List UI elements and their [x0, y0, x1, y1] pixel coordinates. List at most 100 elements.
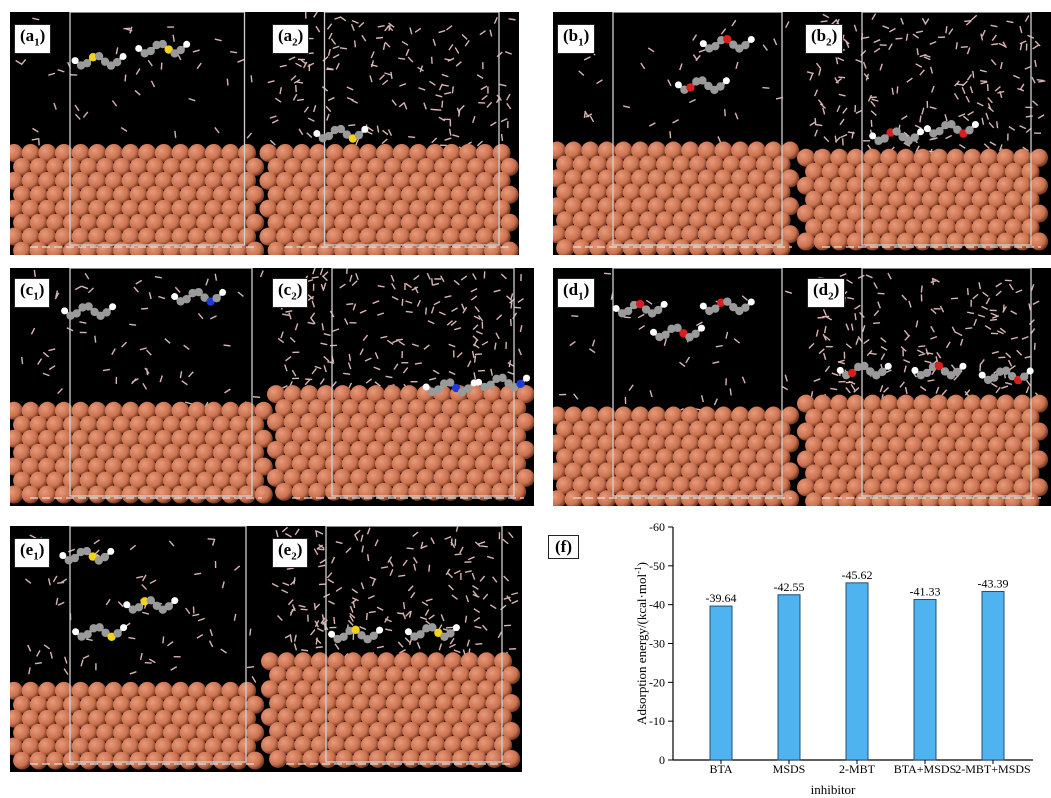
water-molecule: [339, 47, 348, 50]
water-molecule: [48, 365, 56, 371]
water-molecule: [335, 586, 343, 592]
copper-atom: [689, 420, 708, 439]
water-molecule: [57, 601, 65, 606]
water-molecule: [700, 395, 704, 403]
copper-atom: [805, 464, 824, 483]
water-molecule: [450, 541, 456, 549]
copper-atom: [441, 426, 460, 445]
bar-2-mbt: [845, 582, 869, 761]
copper-atom: [821, 436, 840, 455]
inhibitor-molecule: [475, 373, 531, 392]
copper-atom: [863, 148, 882, 167]
copper-atom: [606, 420, 625, 439]
water-molecule: [438, 29, 446, 34]
copper-atom: [316, 385, 335, 404]
water-molecule: [405, 48, 410, 56]
water-molecule: [899, 381, 905, 388]
simulation-box: [69, 12, 246, 246]
water-molecule: [320, 342, 328, 346]
copper-atom: [394, 652, 413, 671]
water-molecule: [451, 86, 454, 94]
water-molecule: [301, 649, 309, 652]
inhibitor-molecule: [135, 39, 191, 58]
bar-value-label: -39.64: [706, 591, 737, 605]
water-molecule: [282, 582, 290, 586]
copper-atom: [1013, 176, 1032, 195]
water-molecule: [310, 317, 316, 325]
water-molecule: [999, 90, 1003, 99]
copper-atom: [597, 141, 616, 160]
water-molecule: [364, 357, 372, 362]
water-molecule: [298, 128, 304, 136]
copper-atom: [326, 227, 345, 246]
water-molecule: [405, 300, 413, 304]
copper-atom: [622, 476, 641, 495]
water-molecule: [211, 538, 216, 546]
water-molecule: [640, 62, 646, 70]
copper-atom: [435, 722, 454, 741]
copper-atom: [408, 426, 427, 445]
copper-atom: [104, 429, 123, 448]
water-molecule: [269, 139, 276, 146]
copper-atom: [392, 227, 411, 246]
water-molecule: [958, 113, 966, 118]
water-molecule: [351, 588, 359, 594]
copper-atom: [444, 708, 463, 727]
water-molecule: [74, 104, 80, 112]
water-molecule: [52, 575, 58, 583]
copper-atom: [334, 157, 353, 176]
water-molecule: [141, 307, 149, 310]
water-molecule: [48, 72, 56, 76]
copper-atom: [277, 736, 296, 754]
copper-atom: [427, 708, 446, 727]
water-molecule: [1010, 310, 1018, 315]
copper-atom: [342, 171, 361, 190]
copper-atom: [221, 709, 240, 728]
copper-atom: [238, 737, 257, 756]
water-molecule: [159, 375, 163, 383]
water-molecule: [517, 297, 524, 303]
water-molecule: [430, 306, 435, 314]
copper-atom: [121, 199, 140, 218]
copper-atom: [129, 415, 148, 434]
copper-atom: [358, 426, 377, 445]
water-molecule: [916, 48, 919, 56]
water-molecule: [401, 40, 409, 46]
copper-atom: [656, 183, 674, 202]
water-molecule: [374, 352, 379, 360]
water-molecule: [445, 626, 454, 629]
copper-atom: [846, 422, 865, 441]
copper-atom: [647, 462, 666, 481]
water-molecule: [164, 338, 171, 344]
water-molecule: [877, 292, 885, 295]
copper-atom: [121, 737, 140, 756]
copper-atom: [639, 448, 658, 467]
water-molecule: [489, 29, 493, 37]
copper-atom: [672, 476, 691, 495]
water-molecule: [423, 102, 427, 110]
water-molecule: [214, 38, 222, 42]
copper-atom: [21, 227, 40, 246]
copper-atom: [913, 204, 932, 223]
copper-atom: [325, 426, 344, 445]
copper-atom: [946, 450, 965, 469]
water-molecule: [369, 75, 373, 83]
copper-atom: [196, 185, 215, 204]
water-molecule: [385, 375, 393, 379]
water-molecule: [282, 313, 290, 317]
water-molecule: [951, 326, 957, 334]
water-molecule: [345, 547, 352, 554]
copper-atom: [384, 185, 403, 204]
water-molecule: [55, 290, 59, 298]
copper-atom: [238, 199, 257, 218]
water-molecule: [315, 25, 321, 33]
water-molecule: [381, 79, 389, 86]
water-molecule: [323, 282, 327, 290]
copper-atom: [426, 143, 444, 162]
copper-atom: [352, 749, 371, 768]
copper-atom: [204, 143, 223, 162]
copper-atom: [316, 440, 335, 459]
copper-atom: [475, 199, 494, 218]
copper-atom: [13, 415, 32, 434]
copper-atom: [622, 239, 641, 255]
